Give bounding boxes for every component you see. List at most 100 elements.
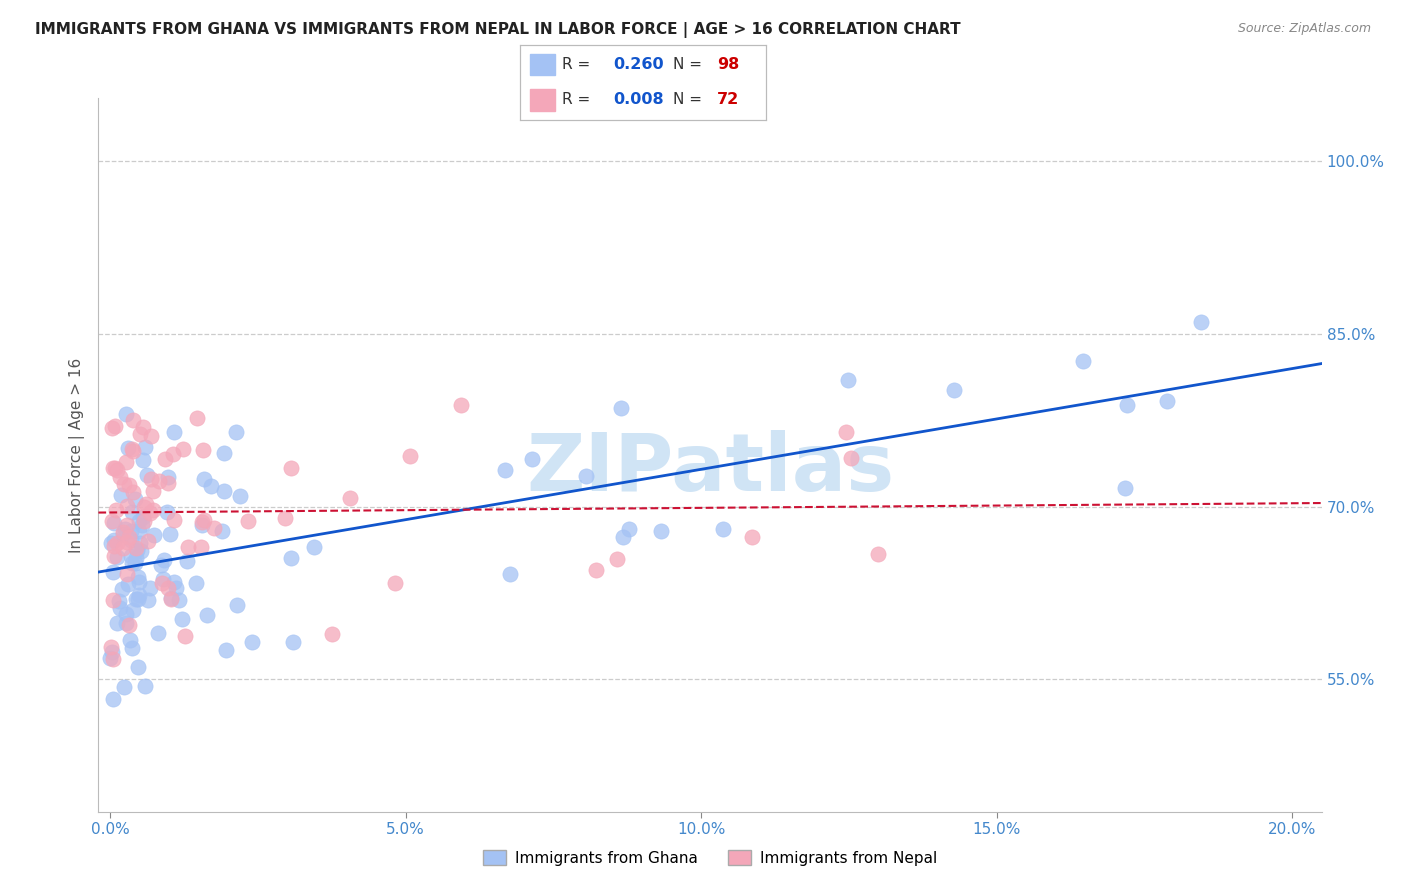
Point [141,429,163,443]
Point [450,398,472,412]
Point [103,652,125,666]
Point [103,533,125,547]
Point [398,449,420,463]
Text: Source: ZipAtlas.com: Source: ZipAtlas.com [1237,22,1371,36]
Point [101,460,124,475]
Point [127,570,149,584]
Point [280,460,302,475]
Point [943,383,966,397]
Point [212,483,235,498]
Point [122,412,145,426]
Point [124,492,146,507]
Point [111,525,134,540]
Point [115,567,138,582]
Point [173,629,195,643]
Point [115,517,138,532]
FancyBboxPatch shape [530,54,554,75]
Point [132,453,155,467]
Point [114,522,136,536]
Point [101,645,124,659]
Point [1071,354,1094,368]
Text: R =: R = [562,93,595,107]
Point [115,499,138,513]
Point [495,463,517,477]
Point [128,524,150,538]
Point [839,451,862,466]
Point [110,488,132,502]
Text: 0.008: 0.008 [613,93,665,107]
Point [177,540,200,554]
Point [125,592,148,607]
Point [127,592,149,607]
Point [100,640,122,654]
Point [139,581,162,595]
Point [100,536,122,550]
Point [176,553,198,567]
Point [711,522,734,536]
Point [103,565,125,579]
Point [132,510,155,524]
Point [159,527,181,541]
Point [127,660,149,674]
Point [1115,398,1137,412]
Point [121,505,143,519]
Point [121,442,143,457]
Point [157,476,180,491]
Point [117,531,139,545]
Point [585,563,607,577]
Point [499,566,522,581]
Point [866,547,889,561]
Point [834,425,856,440]
Point [280,551,302,566]
Point [136,534,159,549]
Point [134,440,156,454]
Point [186,575,208,590]
Point [131,517,153,532]
Point [103,516,125,530]
Point [101,421,124,435]
Point [172,442,194,456]
Point [214,642,236,657]
Point [117,441,139,455]
Point [124,556,146,570]
Point [384,576,406,591]
Point [236,514,259,528]
Point [165,581,187,595]
Text: 0.260: 0.260 [613,57,665,72]
Text: 98: 98 [717,57,740,72]
Point [159,591,181,606]
Point [105,536,128,550]
Point [186,411,208,425]
Point [1114,481,1136,495]
Point [195,607,218,622]
Point [1156,393,1178,408]
Point [617,521,640,535]
Text: IMMIGRANTS FROM GHANA VS IMMIGRANTS FROM NEPAL IN LABOR FORCE | AGE > 16 CORRELA: IMMIGRANTS FROM GHANA VS IMMIGRANTS FROM… [35,22,960,38]
Point [103,539,125,553]
Point [520,451,543,466]
Point [134,500,156,514]
Point [1189,315,1212,329]
Point [128,514,150,528]
Point [152,572,174,586]
Y-axis label: In Labor Force | Age > 16: In Labor Force | Age > 16 [69,358,84,552]
Point [149,558,172,572]
Point [169,593,191,607]
Legend: Immigrants from Ghana, Immigrants from Nepal: Immigrants from Ghana, Immigrants from N… [477,844,943,871]
Point [114,615,136,630]
Text: R =: R = [562,57,595,72]
Point [132,514,155,528]
Point [120,549,142,563]
Point [225,425,247,439]
Point [118,617,141,632]
Point [153,451,176,466]
Point [129,427,152,442]
Point [191,515,214,529]
Point [283,635,305,649]
Point [112,680,135,694]
Point [139,472,162,486]
Point [120,633,142,648]
Point [114,455,136,469]
Point [606,551,628,566]
Point [135,497,157,511]
